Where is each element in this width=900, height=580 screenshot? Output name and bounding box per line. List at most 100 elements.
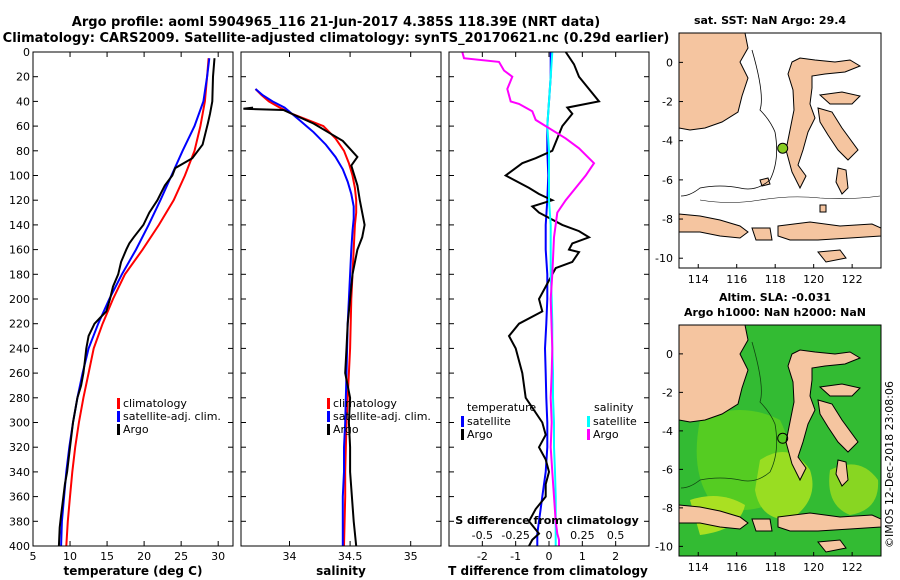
difference-top-tick-label-3: 0.25 — [570, 529, 595, 542]
sla-map-xtick-label-0: 114 — [688, 561, 709, 574]
temperature-xtick-label-1: 10 — [63, 550, 77, 563]
temperature-series-argo — [57, 58, 216, 546]
difference-legend-left-label-0: satellite — [467, 415, 511, 428]
salinity-legend-label-0: climatology — [333, 397, 397, 410]
sst-contour — [680, 49, 778, 197]
salinity-frame — [240, 51, 442, 547]
sla-map-ytick-label-0: 0 — [666, 348, 673, 361]
temperature-ytick-label-16: 320 — [9, 441, 30, 454]
difference-legend-left-label-1: Argo — [467, 428, 493, 441]
difference-series-temperature-argo — [503, 52, 601, 546]
difference-ticks: -2 -1 0 1 2 -0.5 -0.25 0 0.25 0.5 — [449, 51, 649, 563]
temperature-legend-label-2: Argo — [123, 423, 149, 436]
temperature-ytick-label-18: 360 — [9, 491, 30, 504]
sst-map-xtick-label-2: 118 — [765, 273, 786, 286]
salinity-series-argo — [243, 106, 366, 546]
temperature-ytick-label-20: 400 — [9, 540, 30, 553]
sla-sumbawa-flores — [777, 512, 881, 532]
salinity-xtick-label-2: 35 — [404, 550, 418, 563]
sst-map-ticks: 114 116 118 120 122 0 -2 -4 -6 -8 -10 — [655, 56, 863, 286]
difference-top-xlabel: S difference from climatology — [455, 514, 639, 527]
kalao-islands — [759, 177, 827, 213]
salinity-legend-swatch-0 — [327, 398, 330, 409]
difference-legend-right-label-0: satellite — [593, 415, 637, 428]
difference-legend-left-swatch-1 — [461, 429, 464, 440]
sla-sulawesi-southeast-arm — [817, 399, 859, 453]
difference-xtick-label-1: -1 — [510, 550, 521, 563]
difference-top-tick-label-1: -0.25 — [501, 529, 529, 542]
figure-title-line-2: Climatology: CARS2009. Satellite-adjuste… — [3, 31, 670, 46]
sla-map-xtick-label-1: 116 — [726, 561, 747, 574]
sst-map-ytick-label-2: -4 — [662, 135, 673, 148]
temperature-ytick-label-11: 220 — [9, 318, 30, 331]
temperature-xtick-label-3: 20 — [137, 550, 151, 563]
sla-sumba-island — [817, 539, 847, 553]
temperature-ytick-label-7: 140 — [9, 219, 30, 232]
sulawesi-southeast-arm — [817, 107, 859, 161]
sst-map-frame — [678, 32, 882, 269]
sla-map-ytick-label-4: -8 — [662, 502, 673, 515]
sla-map-xtick-label-4: 122 — [842, 561, 863, 574]
sla-map-ytick-label-2: -4 — [662, 425, 673, 438]
temperature-frame — [32, 51, 234, 547]
sst-contour-2 — [699, 195, 881, 203]
sla-map-title-2: Argo h1000: NaN h2000: NaN — [684, 306, 866, 319]
temperature-ytick-label-2: 40 — [16, 95, 30, 108]
temperature-ytick-label-5: 100 — [9, 170, 30, 183]
sla-java-landmass — [679, 504, 749, 530]
difference-top-tick-label-4: 0.5 — [607, 529, 625, 542]
temperature-legend-swatch-0 — [117, 398, 120, 409]
temperature-ticks: 5 10 15 20 25 3002040608010012014016018020022… — [9, 46, 233, 563]
sumbawa-flores — [777, 221, 881, 241]
sla-map-ytick-label-3: -6 — [662, 463, 673, 476]
difference-top-tick-label-0: -0.5 — [472, 529, 493, 542]
difference-xtick-label-3: 1 — [579, 550, 586, 563]
sst-map-ytick-label-0: 0 — [666, 56, 673, 69]
salinity-legend-swatch-1 — [327, 411, 330, 422]
sla-map-ytick-label-5: -10 — [655, 540, 673, 553]
sumba-island — [817, 249, 847, 263]
sla-map: Altim. SLA: -0.031 Argo h1000: NaN h2000… — [655, 291, 882, 574]
temperature-xtick-label-2: 15 — [100, 550, 114, 563]
salinity-legend-label-2: Argo — [333, 423, 359, 436]
temperature-ytick-label-13: 260 — [9, 367, 30, 380]
salinity-ticks: 34 34.5 35 — [241, 51, 441, 563]
sla-map-frame — [678, 324, 882, 557]
temperature-series-climatology — [65, 58, 210, 546]
temperature-panel: 5 10 15 20 25 3002040608010012014016018020022… — [9, 46, 234, 578]
difference-legend: temperature salinitysatelliteArgosatellit… — [461, 401, 637, 441]
sla-bali-lombok — [751, 518, 773, 532]
temperature-legend-label-1: satellite-adj. clim. — [123, 410, 221, 423]
sla-sulawesi-east-arm — [818, 383, 861, 397]
sulawesi-landmass — [785, 57, 862, 190]
salinity-series-climatology — [254, 88, 358, 546]
temperature-ytick-label-8: 160 — [9, 244, 30, 257]
temperature-legend-label-0: climatology — [123, 397, 187, 410]
sst-map-ytick-label-1: -2 — [662, 96, 673, 109]
difference-series-salinity-argo — [461, 52, 596, 546]
temperature-ytick-label-15: 300 — [9, 417, 30, 430]
difference-xlabel: T difference from climatology — [448, 564, 648, 578]
temperature-series-satellite-adj-clim- — [60, 58, 211, 546]
difference-xtick-label-4: 2 — [612, 550, 619, 563]
temperature-xtick-label-4: 25 — [174, 550, 188, 563]
temperature-ytick-label-0: 0 — [23, 46, 30, 59]
difference-legend-right-swatch-0 — [587, 416, 590, 427]
temperature-ytick-label-17: 340 — [9, 466, 30, 479]
temperature-ytick-label-3: 60 — [16, 120, 30, 133]
sst-map-ytick-label-5: -10 — [655, 252, 673, 265]
sla-sulawesi-landmass — [785, 349, 862, 482]
temperature-ytick-label-14: 280 — [9, 392, 30, 405]
temperature-ytick-label-10: 200 — [9, 293, 30, 306]
salinity-panel: 34 34.5 35 salinity climatologysatellite-a… — [240, 51, 442, 578]
temperature-ytick-label-19: 380 — [9, 515, 30, 528]
figure-title-line-1: Argo profile: aoml 5904965_116 21-Jun-20… — [72, 15, 600, 30]
sla-borneo-landmass — [679, 325, 749, 423]
difference-panel: -2 -1 0 1 2 -0.5 -0.25 0 0.25 0.5 T difference fr… — [448, 51, 650, 578]
difference-legend-left-swatch-0 — [461, 416, 464, 427]
borneo-landmass — [679, 33, 749, 131]
temperature-ytick-label-4: 80 — [16, 145, 30, 158]
sulawesi-east-arm — [818, 91, 861, 105]
difference-top-tick-label-2: 0 — [546, 529, 553, 542]
